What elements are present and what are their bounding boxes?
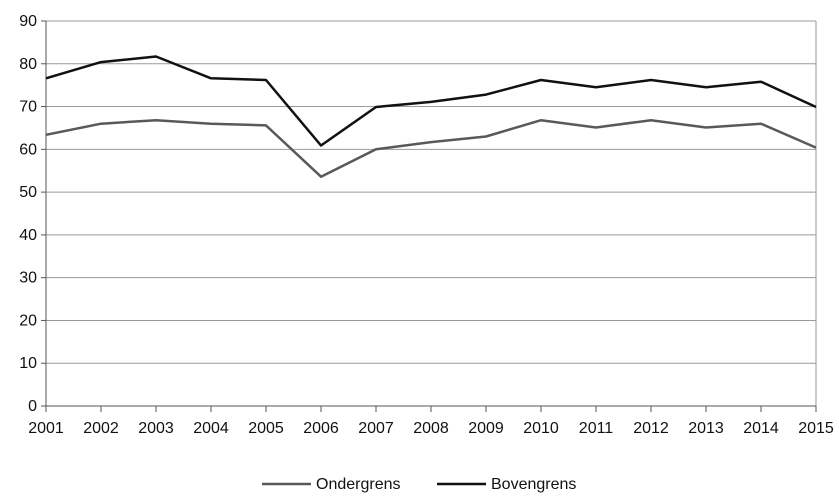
x-tick-label: 2012	[633, 420, 669, 437]
y-tick-label: 0	[28, 398, 37, 415]
series-line-ondergrens	[45, 118, 817, 178]
x-tick-label: 2004	[193, 420, 229, 437]
x-tick-label: 2013	[688, 420, 724, 437]
y-tick-label: 40	[19, 227, 37, 244]
y-tick-label: 10	[19, 355, 37, 372]
y-tick-label: 70	[19, 99, 37, 116]
x-tick-label: 2014	[743, 420, 779, 437]
x-tick-label: 2011	[579, 420, 614, 437]
axes	[41, 20, 817, 412]
series-line-bovengrens	[45, 55, 817, 147]
legend: Ondergrens Bovengrens	[262, 476, 576, 493]
x-tick-label: 2010	[523, 420, 559, 437]
gridlines	[46, 20, 816, 364]
tick-labels: 0 10 20 30 40 50 60 70 80 90 2001 2002 2003 2004 2005 2…	[19, 13, 834, 437]
series-lines	[45, 55, 817, 178]
x-tick-label: 2001	[28, 420, 64, 437]
x-tick-label: 2006	[303, 420, 339, 437]
legend-label-ondergrens: Ondergrens	[316, 476, 401, 493]
x-tick-label: 2007	[358, 420, 394, 437]
x-tick-label: 2002	[83, 420, 119, 437]
y-tick-label: 20	[19, 312, 37, 329]
x-tick-label: 2005	[248, 420, 284, 437]
x-tick-label: 2003	[138, 420, 174, 437]
x-tick-label: 2008	[413, 420, 449, 437]
x-tick-label: 2015	[798, 420, 834, 437]
y-tick-label: 60	[19, 141, 37, 158]
y-tick-label: 50	[19, 184, 37, 201]
y-tick-label: 30	[19, 270, 37, 287]
x-tick-label: 2009	[468, 420, 504, 437]
y-tick-label: 90	[19, 13, 37, 30]
legend-label-bovengrens: Bovengrens	[491, 476, 576, 493]
y-tick-label: 80	[19, 56, 37, 73]
